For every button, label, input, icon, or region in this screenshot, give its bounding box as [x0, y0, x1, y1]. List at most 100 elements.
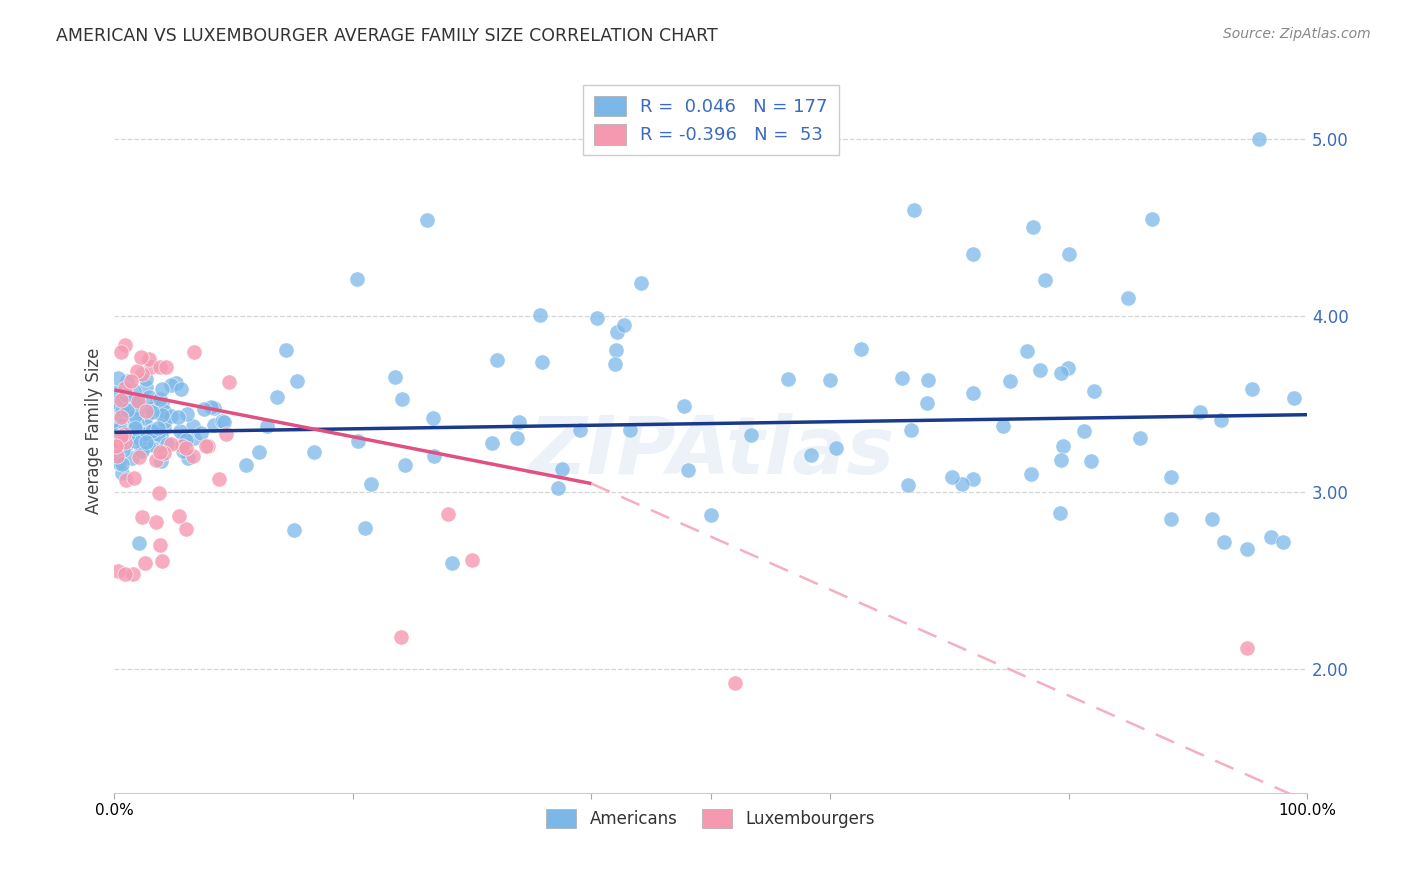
Point [211, 414, 233, 428]
Point [415, 213, 437, 227]
Point [630, 276, 652, 290]
Point [825, 441, 848, 455]
Point [142, 426, 165, 441]
Point [486, 352, 509, 367]
Point [917, 396, 939, 410]
Point [149, 537, 172, 551]
Point [124, 409, 146, 424]
Point [127, 396, 149, 410]
Point [121, 403, 143, 417]
Point [160, 437, 183, 451]
Point [962, 472, 984, 486]
Point [150, 554, 173, 568]
Point [1116, 291, 1139, 305]
Point [1160, 512, 1182, 526]
Point [172, 444, 194, 458]
Point [1057, 247, 1080, 261]
Y-axis label: Average Family Size: Average Family Size [86, 347, 103, 514]
Point [128, 536, 150, 550]
Point [104, 421, 127, 435]
Point [142, 430, 165, 444]
Point [183, 432, 205, 446]
Point [169, 509, 191, 524]
Point [110, 413, 132, 427]
Point [114, 427, 136, 442]
Point [1236, 640, 1258, 655]
Point [481, 436, 503, 450]
Point [235, 458, 257, 472]
Point [107, 371, 129, 385]
Point [114, 473, 136, 487]
Point [107, 449, 129, 463]
Point [676, 463, 699, 477]
Point [174, 441, 197, 455]
Point [346, 272, 368, 286]
Point [1050, 453, 1073, 467]
Point [818, 373, 841, 387]
Point [1160, 470, 1182, 484]
Point [218, 375, 240, 389]
Point [110, 434, 132, 448]
Point [174, 523, 197, 537]
Point [1015, 344, 1038, 359]
Point [112, 392, 135, 407]
Point [145, 397, 167, 411]
Point [606, 325, 628, 339]
Point [104, 384, 127, 399]
Point [124, 434, 146, 449]
Point [112, 427, 135, 442]
Point [121, 566, 143, 581]
Point [1057, 360, 1080, 375]
Point [1073, 424, 1095, 438]
Point [117, 375, 139, 389]
Point [778, 372, 800, 386]
Point [181, 418, 204, 433]
Point [962, 386, 984, 401]
Point [530, 355, 553, 369]
Point [112, 443, 135, 458]
Point [1188, 405, 1211, 419]
Point [124, 421, 146, 435]
Point [586, 310, 609, 325]
Point [384, 370, 406, 384]
Point [247, 445, 270, 459]
Point [110, 421, 132, 435]
Point [127, 394, 149, 409]
Point [1201, 512, 1223, 526]
Point [131, 367, 153, 381]
Point [105, 451, 128, 466]
Point [903, 202, 925, 217]
Text: ZIPAtlas: ZIPAtlas [527, 413, 894, 491]
Point [740, 428, 762, 442]
Point [118, 391, 141, 405]
Legend: Americans, Luxembourgers: Americans, Luxembourgers [540, 803, 882, 835]
Point [1019, 467, 1042, 481]
Point [141, 424, 163, 438]
Point [139, 360, 162, 375]
Point [283, 523, 305, 537]
Point [114, 414, 136, 428]
Point [208, 472, 231, 486]
Point [723, 676, 745, 690]
Point [170, 382, 193, 396]
Point [114, 567, 136, 582]
Point [149, 359, 172, 374]
Point [394, 458, 416, 472]
Point [1272, 534, 1295, 549]
Point [166, 410, 188, 425]
Point [149, 444, 172, 458]
Point [111, 466, 134, 480]
Point [551, 461, 574, 475]
Point [129, 350, 152, 364]
Point [136, 438, 159, 452]
Point [122, 410, 145, 425]
Point [194, 439, 217, 453]
Point [1129, 431, 1152, 445]
Point [153, 404, 176, 418]
Point [991, 419, 1014, 434]
Point [176, 433, 198, 447]
Point [131, 399, 153, 413]
Point [1049, 506, 1071, 520]
Point [150, 454, 173, 468]
Point [700, 508, 723, 522]
